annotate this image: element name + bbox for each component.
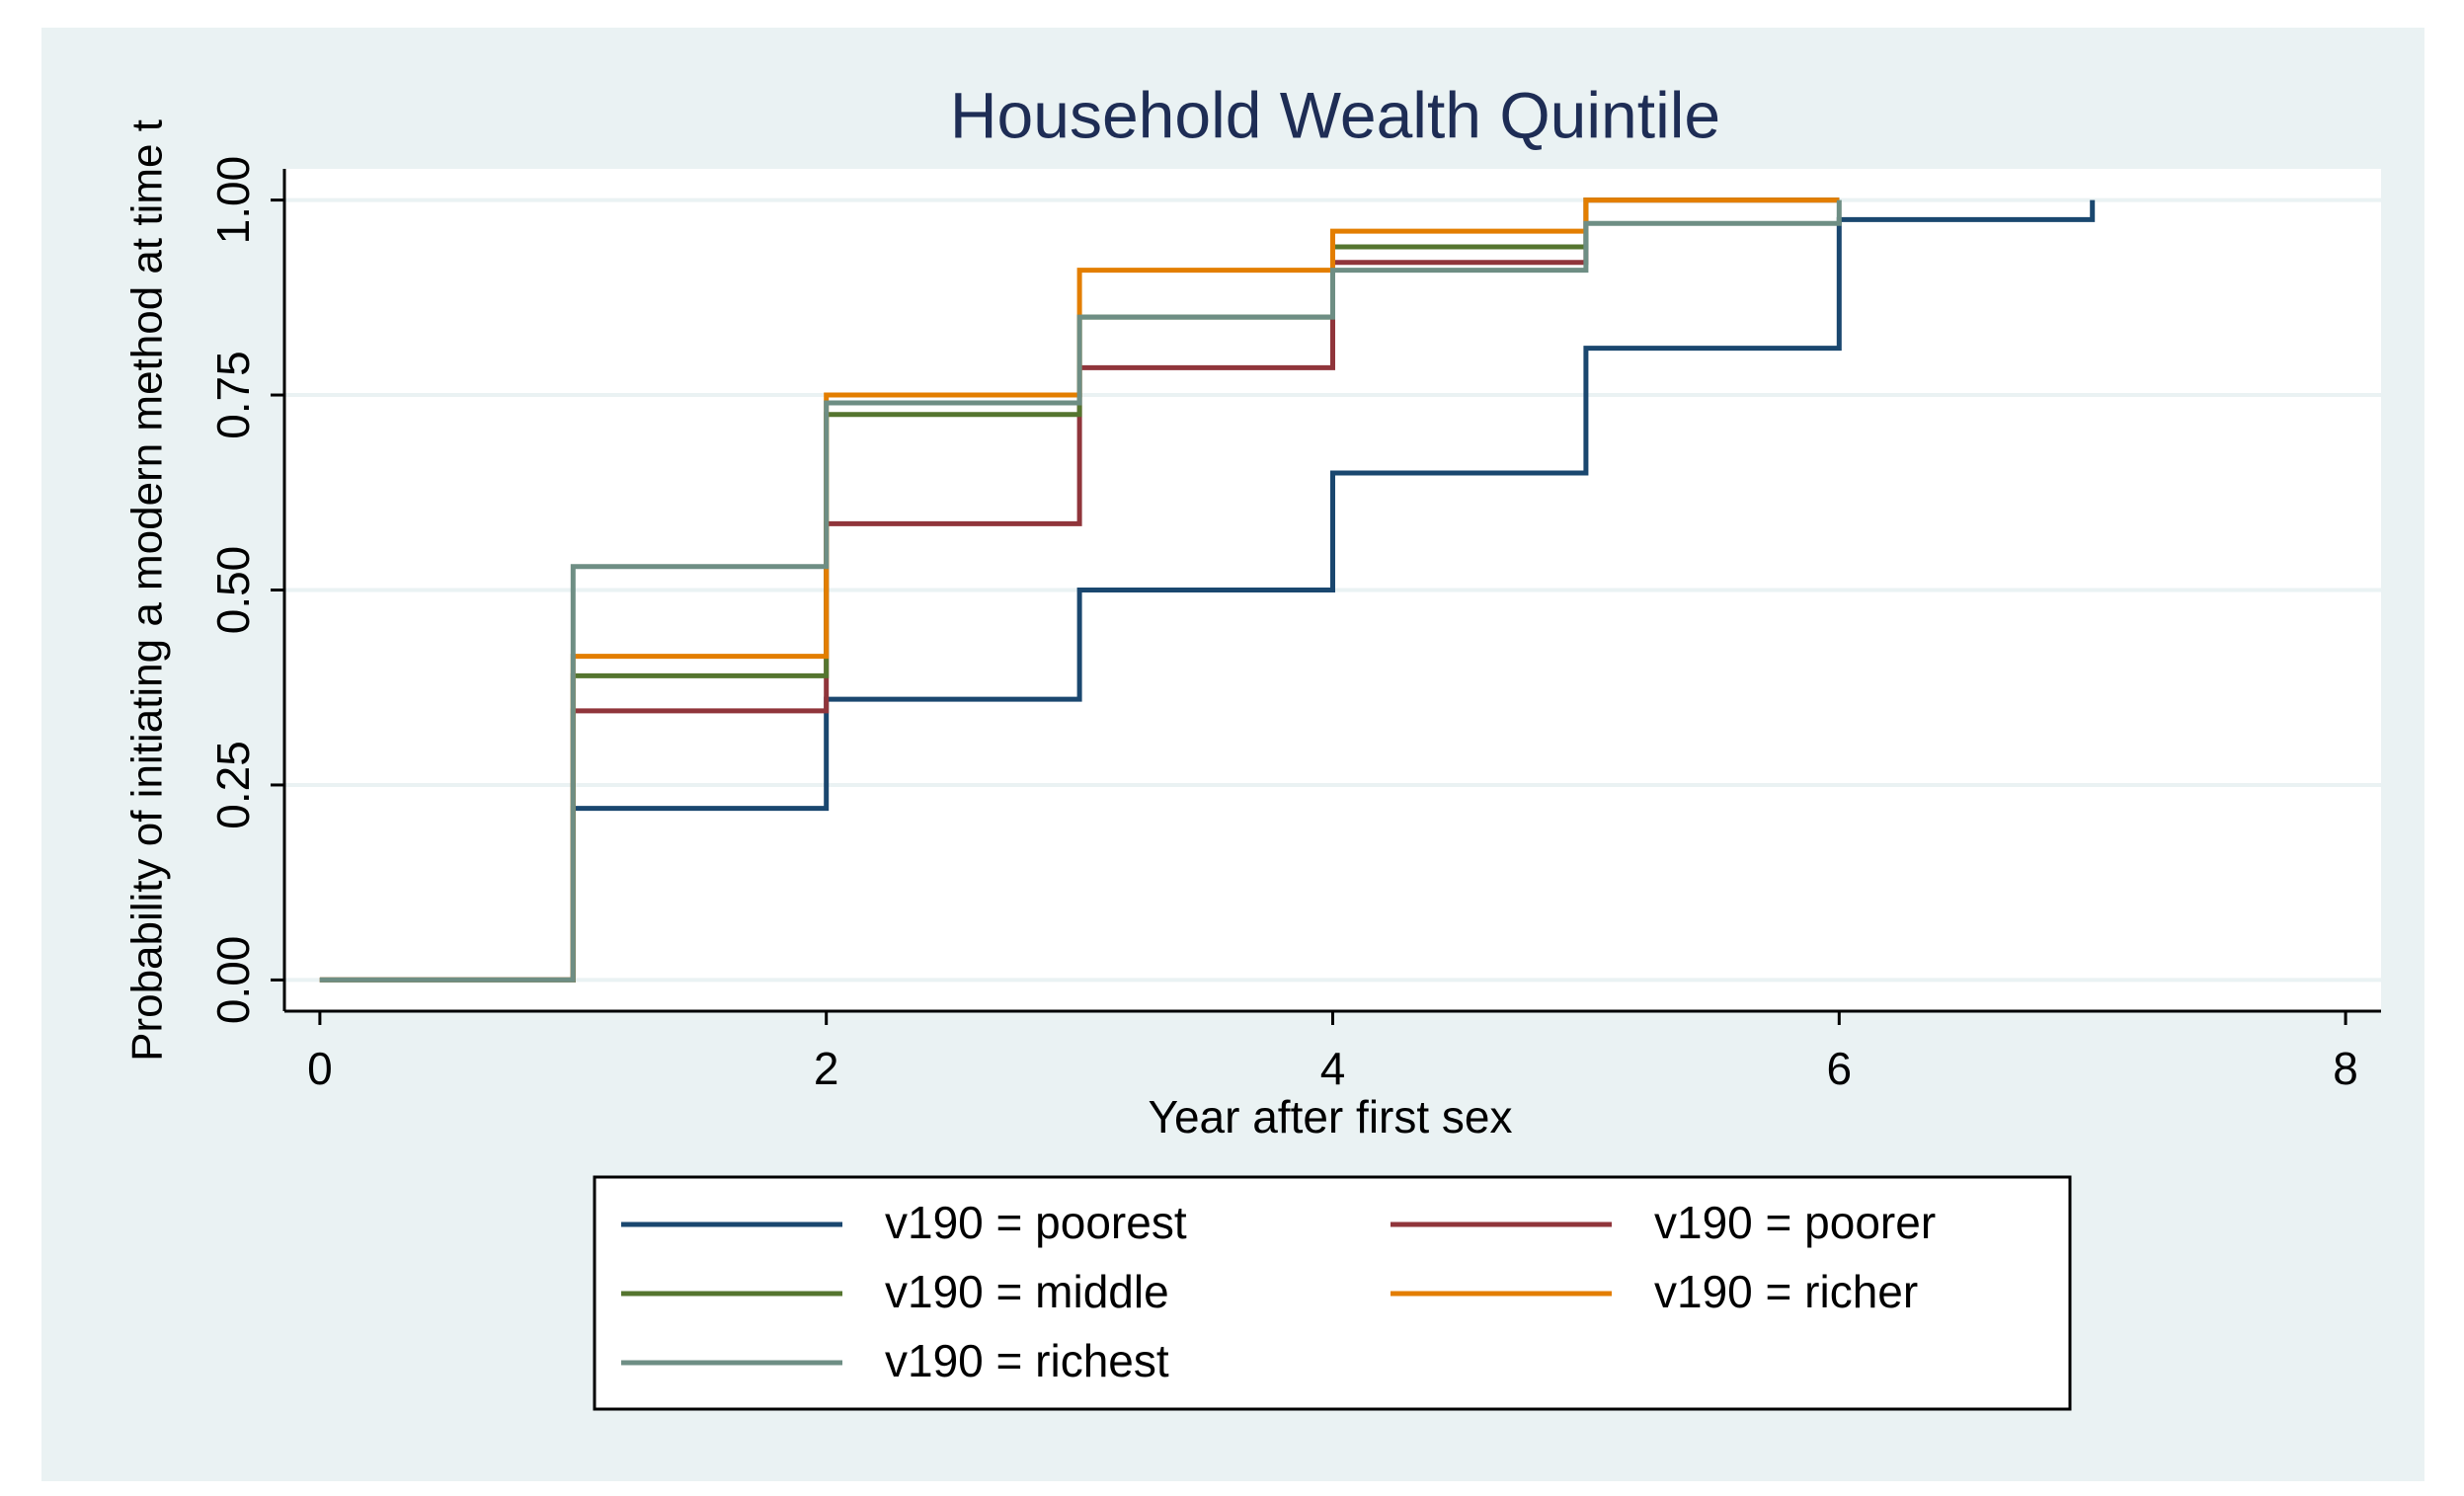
legend-label: v190 = middle: [885, 1266, 1169, 1317]
y-tick-label: 0.00: [207, 936, 259, 1025]
legend-label: v190 = richest: [885, 1335, 1169, 1386]
step-line: [319, 199, 2096, 983]
step-line: [319, 199, 1842, 983]
y-tick-label: 1.00: [207, 156, 259, 245]
x-tick-label: 6: [1827, 1043, 1853, 1094]
y-tick-label: 0.75: [207, 351, 259, 439]
x-tick-label: 4: [1320, 1043, 1346, 1094]
chart-title: Household Wealth Quintile: [950, 78, 1720, 151]
y-tick-label: 0.25: [207, 741, 259, 829]
x-tick-label: 8: [2333, 1043, 2358, 1094]
y-tick-label: 0.50: [207, 546, 259, 635]
x-axis-title: Year after first sex: [1148, 1091, 1512, 1142]
x-tick-label: 2: [814, 1043, 839, 1094]
legend-label: v190 = poorer: [1654, 1197, 1936, 1248]
legend-label: v190 = poorest: [885, 1197, 1187, 1248]
legend-label: v190 = richer: [1654, 1266, 1918, 1317]
y-axis-title: Probability of initiating a modern metho…: [123, 119, 172, 1062]
x-tick-label: 0: [307, 1043, 333, 1094]
